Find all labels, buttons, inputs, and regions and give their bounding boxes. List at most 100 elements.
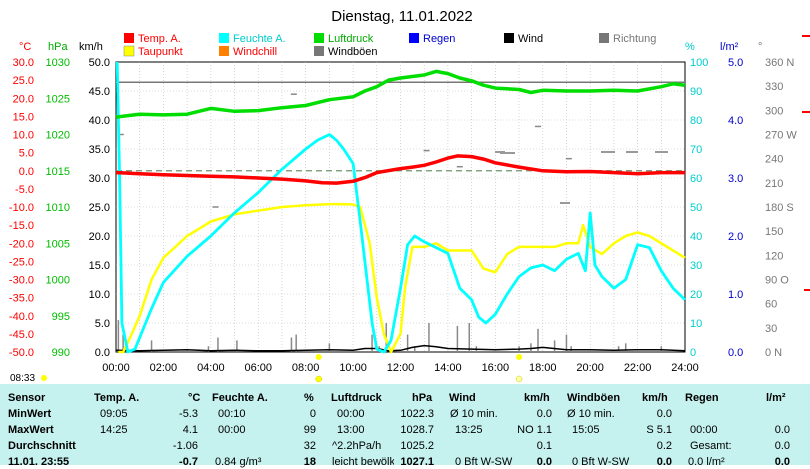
series-line-taupunkt [118,202,686,354]
cur-feuchte-abs: 0.84 g/m³ [215,456,262,468]
x-tick-label: 14:00 [434,362,462,374]
temp-tick-label: 30.0 [13,57,34,69]
temp-tick-label: -25.0 [9,256,34,268]
wind-tick-label: 45.0 [89,86,110,98]
hdr-wind-unit: km/h [524,392,550,404]
min-luftdruck-time: 00:00 [337,408,365,420]
max-boeen-dir: S 5.1 [646,424,672,436]
statistics-table: Sensor Temp. A. °C Feuchte A. % Luftdruc… [0,384,810,468]
legend-swatch-windboeen [314,46,324,56]
time-markers: 08:33 [10,354,523,384]
min-wind-label: Ø 10 min. [450,408,498,420]
rain-tick-label: 2.0 [728,231,743,243]
cur-boeen-bft: 0 Bft W-SW [572,456,630,468]
unit-humidity: % [685,41,695,53]
wind-tick-label: 10.0 [89,289,110,301]
max-wind-time: 13:25 [455,424,483,436]
x-tick-label: 08:00 [292,362,320,374]
left-axes: 30.0 25.0 20.0 15.0 10.0 5.0 0.0 -5.0 -10.0 -15.0… [9,57,110,359]
temp-tick-label: 20.0 [13,93,34,105]
time-marker-top [516,354,523,360]
hdr-luftdruck: Luftdruck [331,392,382,404]
hdr-luftdruck-unit: hPa [412,392,433,404]
temp-tick-label: -10.0 [9,202,34,214]
series-line-wind [115,344,686,352]
temp-tick-label: -30.0 [9,275,34,287]
legend-swatch-luftdruck [314,33,324,43]
legend-label-temp: Temp. A. [138,33,181,45]
hdr-temp-unit: °C [188,392,201,404]
time-marker-label: 08:33 [10,373,35,384]
unit-wind: km/h [79,41,103,53]
min-boeen-label: Ø 10 min. [567,408,615,420]
humidity-tick-label: 40 [690,231,702,243]
legend-label-windchill: Windchill [233,46,277,58]
x-tick-label: 02:00 [150,362,178,374]
time-marker-bottom [315,375,322,383]
hdr-sensor: Sensor [8,392,46,404]
row-avg-label: Durchschnitt [8,440,76,452]
direction-tick-label: 90 O [765,275,789,287]
axis-units: °C hPa km/h % l/m² ° [19,41,762,53]
max-temp-val: 4.1 [182,424,198,436]
right-axes: 10090807060504030201005.04.03.02.01.00.0… [690,57,797,359]
series-line-tempa [115,154,685,185]
direction-tick-label: 210 [765,178,783,190]
avg-wind-val: 0.1 [536,440,552,452]
humidity-tick-label: 30 [690,260,702,272]
temp-tick-label: -20.0 [9,238,34,250]
legend-swatch-richtung [599,33,609,43]
unit-rain: l/m² [720,41,739,53]
legend-swatch-feuchte [219,33,229,43]
x-tick-label: 10:00 [339,362,367,374]
x-tick-label: 24:00 [671,362,699,374]
avg-regen-val: 0.0 [774,440,790,452]
x-axis: 00:00 02:00 04:00 06:00 08:00 10:00 12:00 14:00… [102,362,699,374]
weather-chart: Dienstag, 11.01.2022 Temp. A. Feuchte A.… [9,8,810,384]
x-tick-label: 20:00 [576,362,604,374]
max-feuchte-val: 99 [303,424,316,436]
humidity-tick-label: 50 [690,202,702,214]
legend-label-taupunkt: Taupunkt [138,46,183,58]
max-feuchte-time: 00:00 [218,424,246,436]
pressure-tick-label: 1015 [46,166,70,178]
temp-tick-label: 5.0 [19,148,34,160]
hdr-windboeen: Windböen [567,392,621,404]
pressure-tick-label: 1025 [46,93,70,105]
plot-area [115,61,686,353]
legend-swatch-wind [504,33,514,43]
humidity-tick-label: 90 [690,86,702,98]
unit-pressure: hPa [48,41,68,53]
humidity-tick-label: 80 [690,115,702,127]
wind-tick-label: 15.0 [89,260,110,272]
avg-luftdruck-trend: ^2.2hPa/h [332,440,382,452]
time-marker-top [315,354,322,360]
min-temp-val: -5.3 [179,408,198,420]
max-luftdruck-val: 1028.7 [400,424,434,436]
hdr-feuchte: Feuchte A. [212,392,268,404]
cur-regen-val: 0.0 [774,456,790,468]
row-current-label: 11.01. 23:55 [8,456,70,468]
humidity-tick-label: 0 [690,347,696,359]
hdr-feuchte-unit: % [304,392,314,404]
cur-feuchte-val: 18 [303,456,316,468]
time-marker-bottom [515,375,523,383]
time-marker-label-dot [41,375,47,381]
min-feuchte-val: 0 [309,408,316,420]
hdr-temp: Temp. A. [94,392,140,404]
avg-boeen-val: 0.2 [656,440,672,452]
legend-swatch-windchill [219,46,229,56]
pressure-tick-label: 990 [52,347,70,359]
max-boeen-time: 15:05 [572,424,600,436]
legend-label-richtung: Richtung [613,33,656,45]
legend-label-wind: Wind [518,33,543,45]
series-line-luftdruck [115,69,686,119]
unit-temp: °C [19,41,31,53]
direction-tick-label: 120 [765,250,783,262]
min-feuchte-time: 00:10 [218,408,246,420]
avg-luftdruck-val: 1025.2 [400,440,434,452]
wind-tick-label: 5.0 [95,318,110,330]
wind-tick-label: 20.0 [89,231,110,243]
temp-tick-label: 25.0 [13,75,34,87]
wind-tick-label: 50.0 [89,57,110,69]
